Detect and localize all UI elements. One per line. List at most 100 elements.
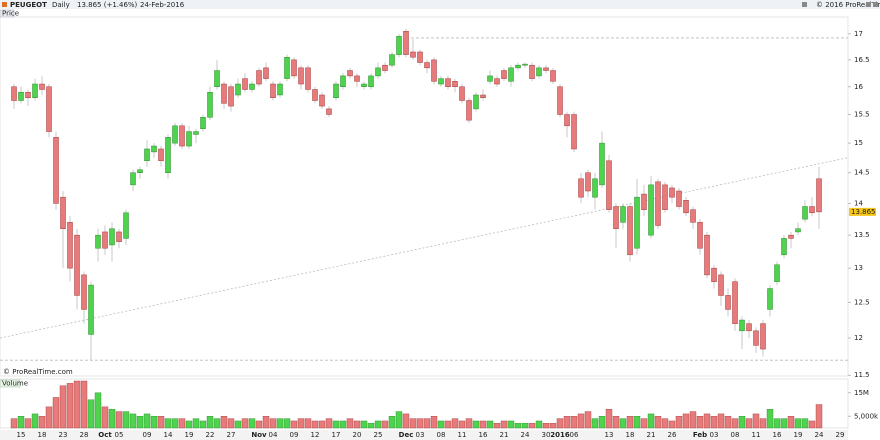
candle-body [305, 67, 311, 90]
x-axis-bar [0, 430, 848, 440]
x-tick-label: 08 [437, 431, 446, 439]
candle-body [571, 114, 577, 150]
volume-bar [402, 413, 410, 429]
volume-bar [416, 418, 424, 429]
volume-bar [283, 418, 291, 429]
volume-tab[interactable] [0, 379, 21, 388]
date: 24-Feb-2016 [140, 1, 185, 9]
candle-body [655, 181, 661, 226]
x-tick-label: 18 [38, 431, 47, 439]
volume-bar [710, 416, 718, 429]
candle-body [746, 323, 752, 332]
candle-body [718, 274, 724, 296]
volume-bar [507, 420, 515, 429]
volume-bar [717, 413, 725, 429]
volume-bar [80, 380, 88, 429]
x-tick-label: 17 [332, 431, 341, 439]
volume-bar [17, 416, 25, 429]
candle-body [158, 148, 164, 162]
volume-bar [521, 423, 529, 429]
volume-bar [304, 418, 312, 429]
volume-bar [332, 420, 340, 429]
volume-bar [738, 416, 746, 429]
candle-body [410, 51, 416, 58]
candle-body [319, 94, 325, 107]
candle-body [592, 178, 598, 198]
icon[interactable] [802, 2, 807, 7]
x-tick-label: 26 [668, 431, 677, 439]
site: © 2016 ProRealTime.com [816, 1, 880, 9]
candle-body [802, 206, 808, 220]
candle-body [11, 86, 17, 101]
volume-bar [59, 385, 67, 429]
volume-bar [423, 418, 431, 429]
x-tick-label: 21 [647, 431, 656, 439]
candle-body [18, 91, 24, 101]
x-tick-label: 28 [80, 431, 89, 439]
icon[interactable] [873, 2, 878, 7]
symbol: PEUGEOT [10, 1, 47, 9]
x-tick-label: 03 [710, 431, 719, 439]
icon[interactable] [866, 2, 871, 7]
volume-bar [486, 420, 494, 429]
candle-body [172, 125, 178, 144]
volume-bar [24, 418, 32, 429]
volume-bar [150, 416, 158, 429]
candle-body [389, 54, 395, 66]
candle-body [459, 86, 465, 101]
volume-bar [38, 416, 46, 429]
candle-body [697, 222, 703, 249]
volume-bar [731, 418, 739, 429]
volume-bar [374, 420, 382, 429]
candle-body [585, 172, 591, 192]
volume-bar [360, 420, 368, 429]
volume-bar [255, 420, 263, 429]
candle-body [536, 67, 542, 77]
candle-body [732, 281, 738, 324]
candle-body [53, 137, 59, 204]
volume-bar [185, 420, 193, 429]
y-tick-label: 12.5 [854, 298, 870, 306]
x-tick-label: 29 [836, 431, 845, 439]
volume-bar [248, 418, 256, 429]
last-marker [849, 207, 876, 216]
candle-body [522, 63, 528, 66]
x-tick-label: 11 [752, 431, 761, 439]
candle-body [760, 323, 766, 350]
x-tick-label: 25 [374, 431, 383, 439]
x-tick-label: 08 [731, 431, 740, 439]
candle-body [102, 231, 108, 249]
candle-body [249, 83, 255, 90]
y-tick-label: 13.5 [854, 231, 870, 239]
y-tick-label: 14 [854, 199, 863, 207]
candle-body [704, 234, 710, 276]
volume-bar [136, 416, 144, 429]
candle-body [606, 160, 612, 210]
candle-body [207, 91, 213, 118]
candle-body [613, 206, 619, 229]
candle-body [466, 100, 472, 121]
candle-body [361, 83, 367, 88]
volume-bar [87, 399, 95, 429]
x-tick-label: 22 [206, 431, 215, 439]
x-tick-label: Oct [98, 431, 112, 439]
candle-body [109, 228, 115, 246]
candle-body [641, 193, 647, 210]
volume-bar [570, 416, 578, 429]
candle-body [39, 83, 45, 90]
volume-label: Volume [2, 380, 28, 388]
last-change: 13.865 (+1.46%) [77, 1, 138, 9]
volume-bar [318, 420, 326, 429]
volume-bar [745, 418, 753, 429]
volume-bar [493, 423, 501, 429]
candle-body [375, 67, 381, 77]
last-marker-label: 13.865 [851, 208, 876, 216]
volume-bar [724, 416, 732, 429]
y-tick-label: 15 [854, 139, 863, 147]
volume-bar [10, 418, 18, 429]
volume-bar [395, 411, 403, 429]
candle-body [81, 274, 87, 310]
volume-bar [346, 418, 354, 429]
